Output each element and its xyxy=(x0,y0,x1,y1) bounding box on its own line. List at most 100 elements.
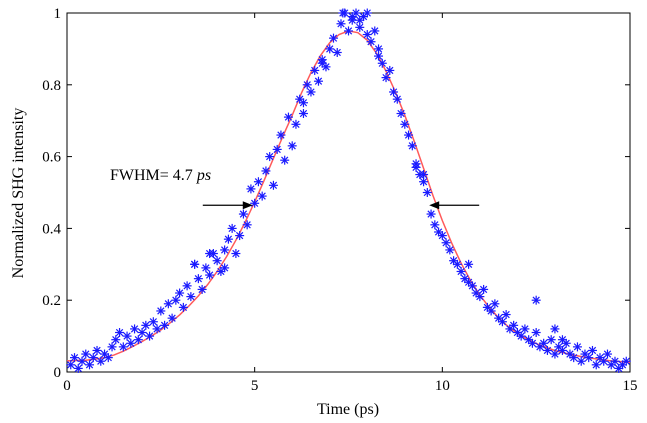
data-point xyxy=(441,238,451,248)
data-point xyxy=(317,58,327,68)
data-point xyxy=(227,223,237,233)
data-point xyxy=(231,249,241,259)
data-point xyxy=(235,231,245,241)
data-point xyxy=(430,220,440,230)
data-point xyxy=(246,184,256,194)
data-point xyxy=(542,345,552,355)
fwhm-label-unit: ps xyxy=(196,167,211,184)
data-point xyxy=(156,306,166,316)
data-point xyxy=(531,328,541,338)
data-point xyxy=(130,324,140,334)
data-point xyxy=(332,47,342,57)
y-axis-label: Normalized SHG intensity xyxy=(10,108,27,279)
data-point xyxy=(88,353,98,363)
data-point xyxy=(411,159,421,169)
data-point xyxy=(145,331,155,341)
data-point xyxy=(338,8,348,18)
data-point xyxy=(456,266,466,276)
data-point xyxy=(527,338,537,348)
data-point xyxy=(445,245,455,255)
plot-area xyxy=(66,12,631,373)
data-point xyxy=(467,281,477,291)
data-point xyxy=(85,360,95,370)
data-point xyxy=(362,8,372,18)
data-point xyxy=(280,155,290,165)
fwhm-arrow-left-head xyxy=(242,201,253,210)
data-point xyxy=(298,109,308,119)
data-point xyxy=(298,98,308,108)
fwhm-annotation: FWHM= 4.7 ps xyxy=(110,167,480,210)
data-point xyxy=(452,259,462,269)
data-point xyxy=(516,331,526,341)
fwhm-arrow-right-head xyxy=(429,201,440,210)
data-point xyxy=(287,141,297,151)
y-tick-label: 0 xyxy=(54,365,62,381)
data-point xyxy=(201,263,211,273)
data-point xyxy=(591,360,601,370)
data-point xyxy=(389,87,399,97)
axis-ticks: 0 5 10 15 0 0.2 0.4 0.6 0.8 1 xyxy=(42,6,637,394)
data-point xyxy=(599,356,609,366)
data-point xyxy=(572,342,582,352)
data-point xyxy=(73,363,83,373)
data-point xyxy=(539,338,549,348)
data-point xyxy=(422,188,432,197)
data-point xyxy=(137,328,147,338)
data-point xyxy=(610,356,620,366)
data-point xyxy=(497,317,507,327)
data-point xyxy=(152,324,162,334)
x-tick-label: 5 xyxy=(251,378,259,394)
data-point xyxy=(70,353,80,363)
data-point xyxy=(328,33,338,43)
data-point xyxy=(419,177,429,187)
data-point xyxy=(531,295,541,305)
data-point xyxy=(107,342,117,352)
data-point xyxy=(238,209,248,219)
data-point xyxy=(325,44,335,54)
data-point xyxy=(141,320,151,330)
data-point xyxy=(557,335,567,345)
data-point xyxy=(223,234,233,244)
data-point xyxy=(171,295,181,305)
data-point xyxy=(366,37,376,47)
data-point xyxy=(306,87,316,97)
data-point xyxy=(336,19,346,29)
data-point xyxy=(178,302,188,312)
data-point xyxy=(437,231,447,241)
data-point xyxy=(313,76,323,86)
data-point xyxy=(122,331,132,341)
data-point xyxy=(265,152,275,162)
data-point xyxy=(283,112,293,122)
data-point xyxy=(190,259,200,269)
data-point xyxy=(509,320,519,330)
data-point xyxy=(602,349,612,359)
data-point xyxy=(569,353,579,363)
data-point xyxy=(257,191,267,201)
data-point xyxy=(385,65,395,75)
data-point xyxy=(475,292,485,302)
data-point xyxy=(501,310,511,320)
data-point xyxy=(584,353,594,363)
y-tick-label: 0.6 xyxy=(42,150,61,166)
data-point xyxy=(118,342,128,352)
data-point xyxy=(212,256,222,266)
data-point xyxy=(310,65,320,75)
data-point xyxy=(396,109,406,119)
y-tick-label: 1 xyxy=(54,6,62,22)
data-points-layer xyxy=(66,8,631,373)
x-tick-label: 0 xyxy=(63,378,71,394)
x-tick-label: 15 xyxy=(623,378,638,394)
data-point xyxy=(167,313,177,323)
data-point xyxy=(175,288,185,298)
data-point xyxy=(490,299,500,309)
data-point xyxy=(404,130,414,140)
data-point xyxy=(193,274,203,284)
data-point xyxy=(77,356,87,366)
data-point xyxy=(276,130,286,140)
y-tick-label: 0.2 xyxy=(42,293,61,309)
data-point xyxy=(419,170,429,180)
data-point xyxy=(103,353,113,363)
data-point xyxy=(220,245,230,255)
data-point xyxy=(111,335,121,345)
